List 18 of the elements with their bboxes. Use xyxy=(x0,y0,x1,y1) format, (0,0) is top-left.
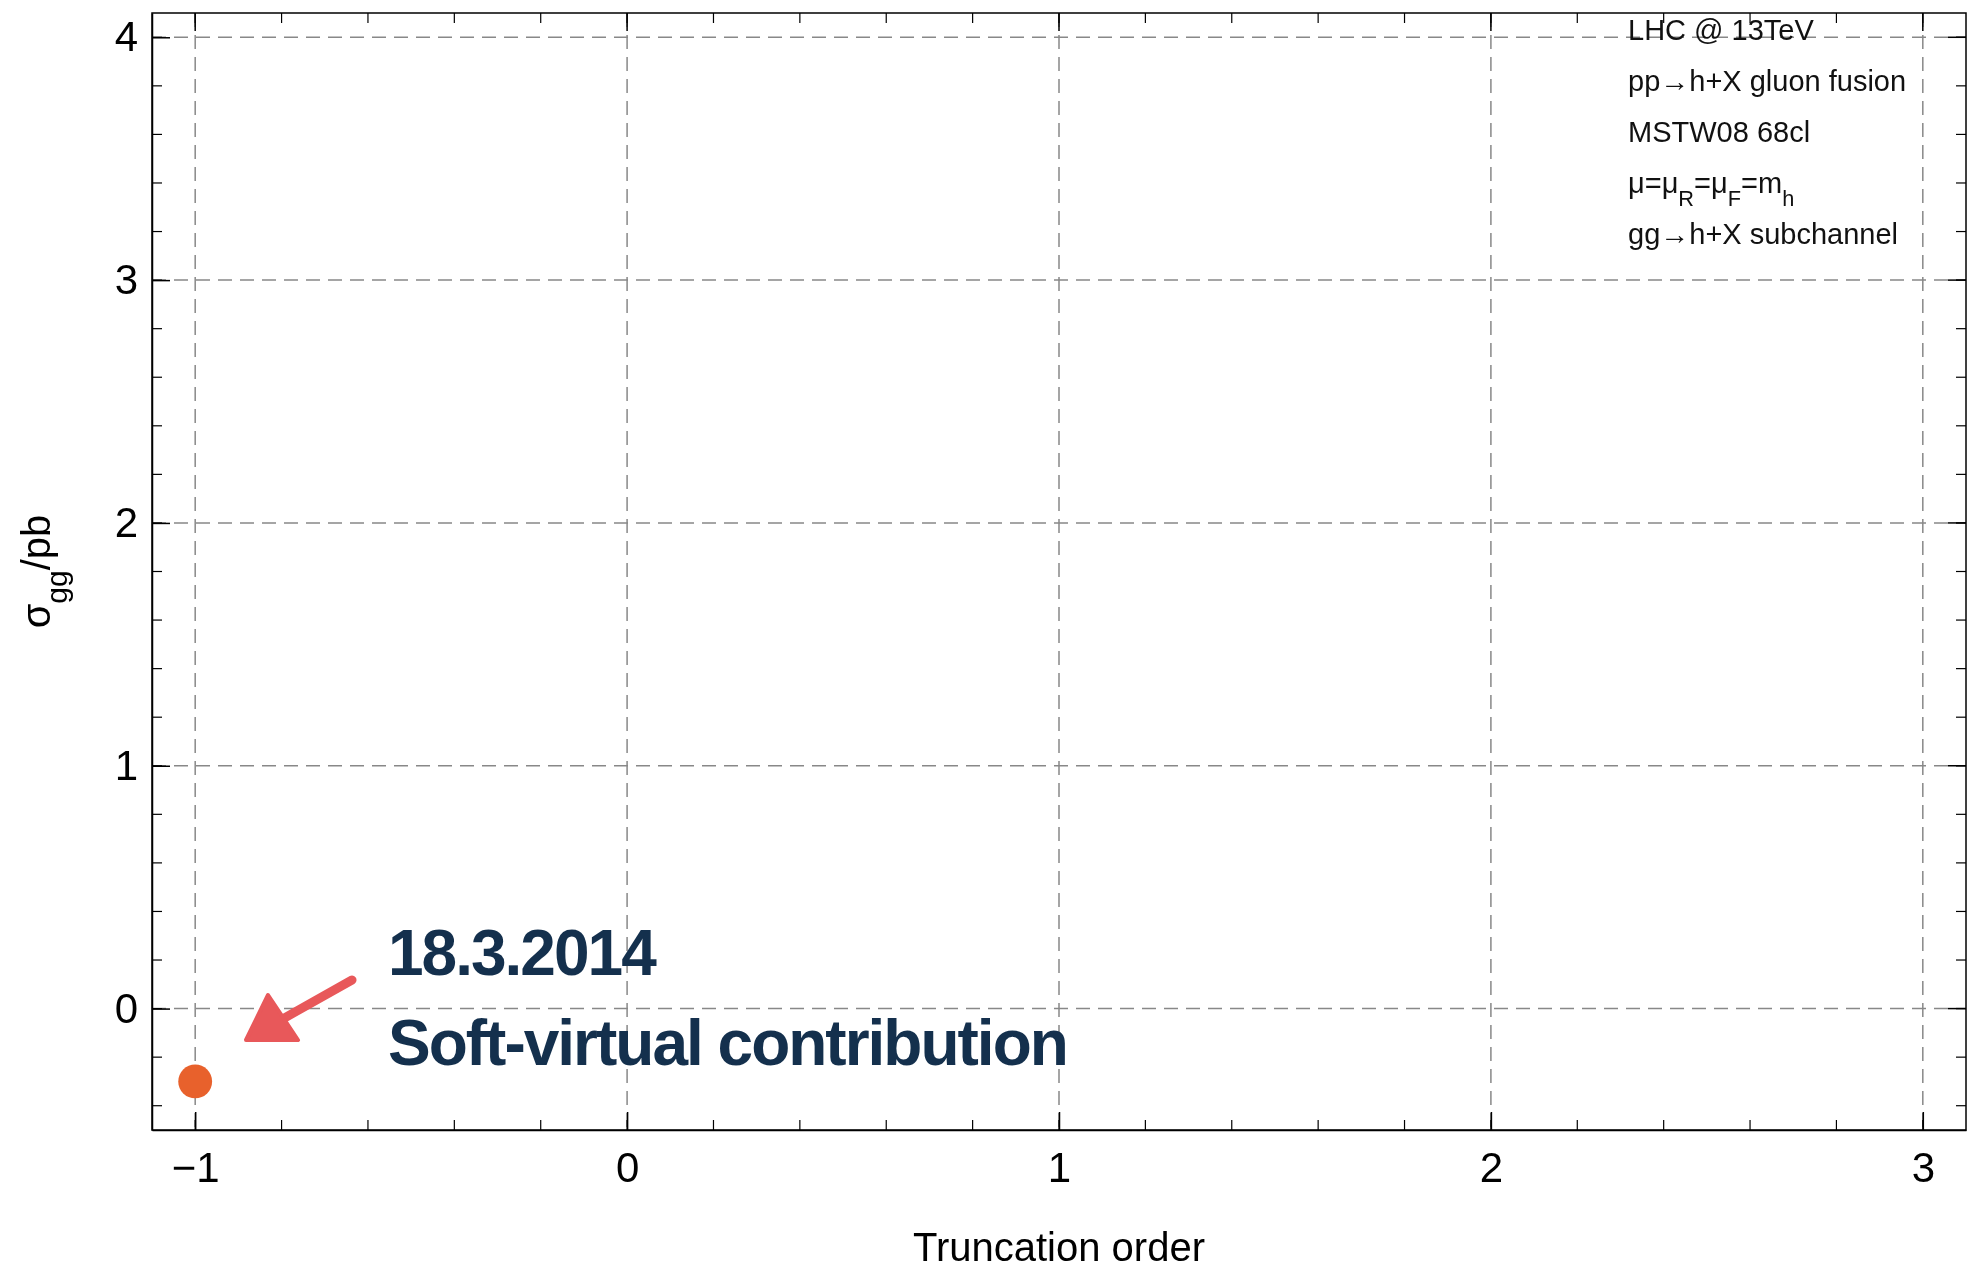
annotation: μ=μ$_{R}$=μ$_{F}$=m$_{h}$ xyxy=(1628,167,1795,211)
y-tick-label: 4 xyxy=(114,13,138,61)
x-tick-label: −1 xyxy=(171,1143,220,1191)
x-axis-title: Truncation order xyxy=(913,1225,1205,1269)
annotation: LHC @ 13TeV xyxy=(1628,14,1815,46)
y-tick-label: 3 xyxy=(114,256,138,304)
annotation: gg→h+X subchannel xyxy=(1628,218,1899,250)
annotation: MSTW08 68cl xyxy=(1628,116,1811,148)
annotation: 18.3.2014 xyxy=(388,917,658,989)
y-tick-label: 2 xyxy=(114,498,138,546)
x-tick-label: 2 xyxy=(1479,1143,1504,1191)
annotation: pp→h+X gluon fusion xyxy=(1628,65,1907,97)
x-tick-label: 1 xyxy=(1047,1143,1072,1191)
y-tick-label: 1 xyxy=(114,741,138,789)
y-tick-label: 0 xyxy=(114,984,138,1032)
x-tick-label: 3 xyxy=(1911,1143,1935,1191)
annotation: Soft-virtual contribution xyxy=(388,1007,1067,1079)
x-tick-label: 0 xyxy=(615,1143,640,1191)
